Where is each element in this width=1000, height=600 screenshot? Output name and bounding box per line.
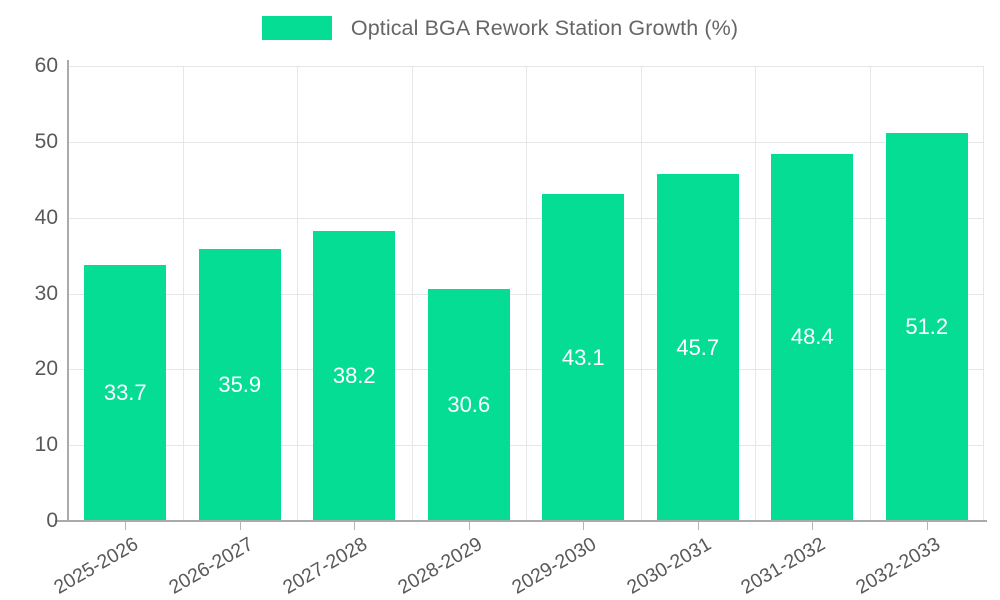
y-axis-tick-label: 60 — [34, 54, 58, 77]
bar-value-label: 35.9 — [218, 371, 262, 397]
bar-value-label: 48.4 — [790, 324, 834, 350]
gridline-vertical — [297, 66, 298, 521]
bar-value-label: 33.7 — [103, 380, 147, 406]
bar-value-label: 38.2 — [332, 363, 376, 389]
legend-entry-label: Optical BGA Rework Station Growth (%) — [350, 15, 739, 40]
y-axis-tick-label: 0 — [46, 509, 58, 532]
bar[interactable] — [313, 231, 396, 521]
legend-color-swatch — [261, 16, 332, 40]
bar[interactable] — [198, 248, 281, 521]
x-axis-tick-label: 2026-2027 — [164, 533, 257, 599]
gridline-vertical — [411, 66, 413, 521]
x-axis-tick-label: 2032-2033 — [851, 533, 944, 599]
x-axis-tick-mark — [354, 521, 356, 530]
x-axis-line — [55, 520, 987, 522]
bar[interactable] — [656, 174, 739, 521]
y-axis-tick-label: 10 — [34, 433, 58, 457]
x-axis-tick-mark — [468, 521, 470, 530]
gridline-vertical — [755, 66, 756, 521]
x-axis-tick-mark — [125, 521, 127, 530]
bar[interactable] — [84, 265, 167, 521]
y-axis-ticks: 0 10 20 30 40 50 60 — [0, 0, 58, 600]
bar-value-label: 51.2 — [905, 313, 949, 339]
y-axis-tick-label: 40 — [34, 205, 58, 229]
chart-legend: Optical BGA Rework Station Growth (%) — [0, 8, 1000, 48]
x-axis-tick-mark — [697, 521, 699, 530]
gridline-vertical — [182, 66, 184, 521]
gridline-vertical — [640, 66, 642, 521]
x-axis-tick-label: 2027-2028 — [279, 533, 372, 599]
legend-entry: Optical BGA Rework Station Growth (%) — [261, 15, 739, 41]
bar[interactable] — [771, 153, 854, 521]
gridline-vertical — [526, 66, 527, 521]
bar[interactable] — [885, 132, 968, 521]
x-axis-tick-label: 2028-2029 — [393, 533, 486, 599]
gridline-vertical — [983, 66, 984, 521]
plot-area: 33.7 35.9 38.2 30.6 43.1 45.7 48.4 51.2 — [68, 66, 984, 522]
x-axis-tick-mark — [812, 521, 814, 530]
bar-value-label: 43.1 — [561, 344, 605, 370]
x-axis-tick-mark — [926, 521, 928, 530]
x-axis-tick-label: 2029-2030 — [508, 533, 601, 599]
bar[interactable] — [427, 288, 510, 521]
x-axis-tick-label: 2030-2031 — [622, 533, 715, 599]
x-axis-tick-label: 2031-2032 — [737, 533, 830, 599]
bar-value-label: 30.6 — [447, 391, 491, 417]
bar-value-label: 45.7 — [676, 334, 720, 360]
x-axis-tick-mark — [583, 521, 585, 530]
y-axis-tick-label: 20 — [34, 357, 58, 381]
y-axis-tick-label: 50 — [34, 129, 58, 153]
y-axis-tick-label: 30 — [34, 281, 58, 305]
gridline-vertical — [869, 66, 871, 521]
x-axis-tick-mark — [239, 521, 241, 530]
y-axis-line — [67, 60, 69, 522]
bar[interactable] — [542, 194, 625, 521]
